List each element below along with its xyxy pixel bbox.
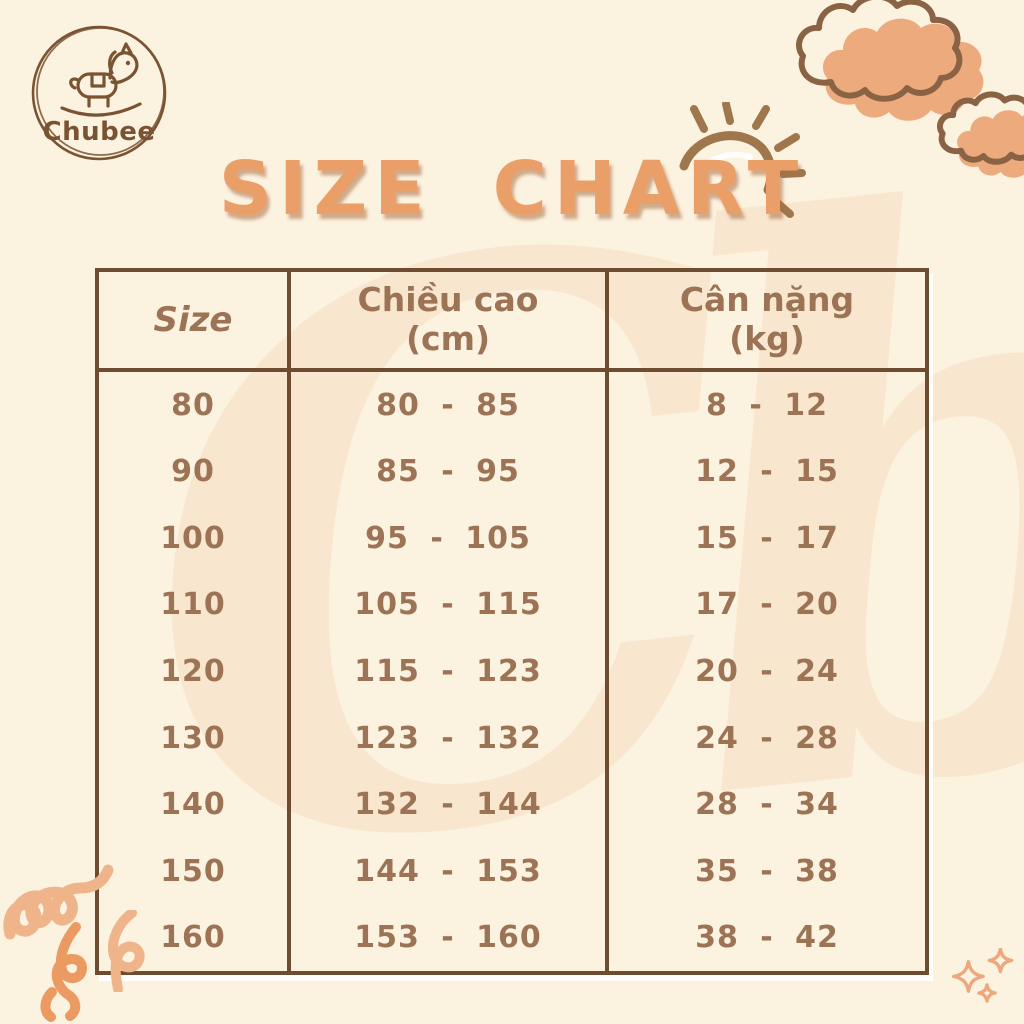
size-cell: 160 xyxy=(160,920,226,956)
cloud-icon xyxy=(936,90,1024,178)
header-line: (cm) xyxy=(405,319,491,358)
weight-cell: 15 - 17 xyxy=(605,505,925,572)
height-cell: 95 - 105 xyxy=(287,505,605,572)
height-cell: 80 - 85 xyxy=(287,372,605,439)
brand-name: Chubee xyxy=(42,117,156,147)
weight-cell: 28 - 34 xyxy=(605,771,925,838)
squiggle-doodle-icon xyxy=(40,922,88,1022)
size-cell: 110 xyxy=(160,587,226,623)
page-title: SIZE CHART xyxy=(218,146,806,232)
col-header-weight: Cân nặng (kg) xyxy=(605,272,925,372)
height-cell: 123 - 132 xyxy=(287,704,605,772)
size-cell: 90 xyxy=(171,454,215,490)
size-cell: 120 xyxy=(160,653,226,689)
col-header-height: Chiều cao (cm) xyxy=(287,272,605,372)
header-line: Cân nặng xyxy=(679,280,855,320)
height-cell: 144 - 153 xyxy=(287,837,605,905)
weight-cell: 38 - 42 xyxy=(605,904,925,971)
header-line: (kg) xyxy=(729,319,805,358)
header-line: Size xyxy=(153,299,233,340)
size-cell: 140 xyxy=(160,787,226,823)
weight-cell: 17 - 20 xyxy=(605,571,925,639)
brand-logo: Chubee xyxy=(26,20,172,166)
weight-cell: 35 - 38 xyxy=(605,837,925,905)
height-cell: 132 - 144 xyxy=(287,771,605,838)
height-cell: 85 - 95 xyxy=(287,438,605,506)
size-table: Size Chiều cao (cm) Cân nặng (kg) 80 80 … xyxy=(95,268,929,975)
size-cell: 100 xyxy=(160,520,226,556)
weight-cell: 8 - 12 xyxy=(605,372,925,439)
squiggle-doodle-icon xyxy=(3,864,114,940)
size-cell: 150 xyxy=(160,853,226,889)
weight-cell: 24 - 28 xyxy=(605,704,925,772)
weight-cell: 12 - 15 xyxy=(605,438,925,506)
col-header-size: Size xyxy=(99,272,287,372)
cloud-icon xyxy=(796,0,984,121)
sparkle-icons xyxy=(950,948,1022,1010)
height-cell: 105 - 115 xyxy=(287,571,605,639)
size-cell: 80 xyxy=(171,387,215,423)
sun-doodle-icon xyxy=(679,102,806,218)
weight-cell: 20 - 24 xyxy=(605,638,925,705)
header-line: Chiều cao xyxy=(357,280,539,320)
rocking-horse-icon xyxy=(31,25,167,161)
height-cell: 153 - 160 xyxy=(287,904,605,971)
height-cell: 115 - 123 xyxy=(287,638,605,705)
squiggle-doodle-icon xyxy=(108,910,145,992)
size-cell: 130 xyxy=(160,720,226,756)
